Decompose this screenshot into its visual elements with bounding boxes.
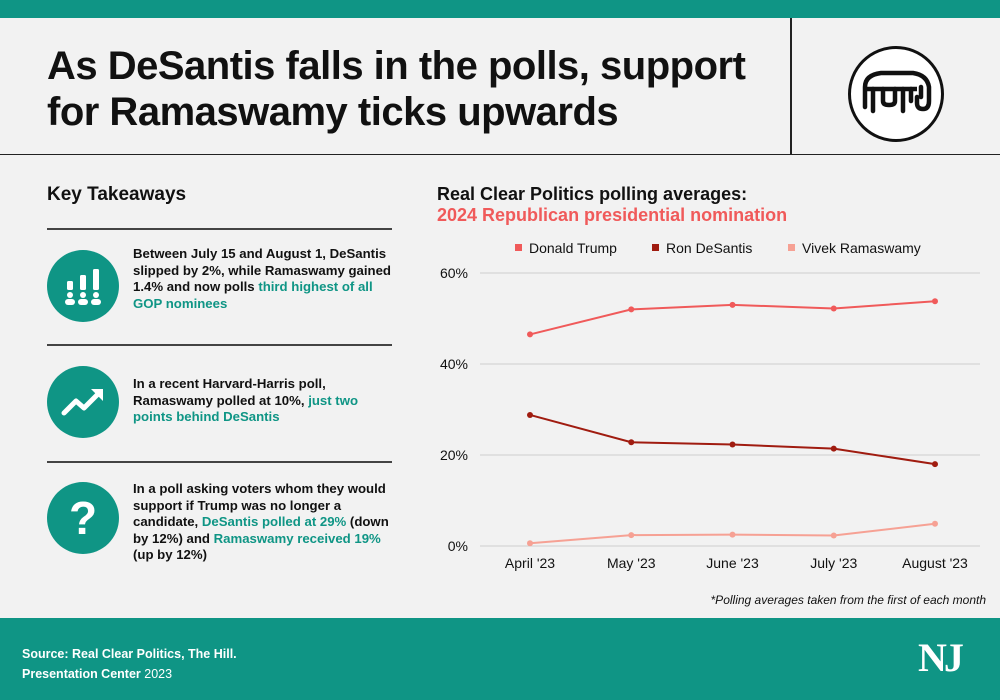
page-title: As DeSantis falls in the polls, support … [47, 44, 746, 134]
takeaway-1-highlight: third highest of all GOP nominees [133, 279, 373, 311]
data-point [729, 301, 736, 308]
source-label: Source: Real Clear Politics, The Hill. [22, 647, 237, 661]
takeaway-3-highlight-1: DeSantis polled at 29% [201, 514, 347, 530]
legend-swatch [788, 244, 795, 251]
legend-label: Donald Trump [529, 240, 617, 256]
y-tick-label: 60% [440, 265, 468, 281]
footer-year: 2023 [144, 667, 173, 681]
top-accent-bar [0, 0, 1000, 18]
x-tick-label: May '23 [607, 555, 656, 571]
series-line [529, 413, 936, 466]
legend-label: Ron DeSantis [666, 240, 752, 256]
y-tick-label: 0% [448, 538, 468, 554]
footnote: *Polling averages taken from the first o… [710, 593, 986, 607]
data-point [932, 461, 938, 468]
data-point [527, 540, 533, 547]
poll-people-icon [47, 250, 119, 322]
chart-title: Real Clear Politics polling averages: [437, 184, 748, 204]
data-point [830, 532, 837, 539]
data-point [628, 532, 635, 539]
x-tick-label: June '23 [706, 555, 759, 571]
polling-line-chart: 0% 20% 40% 60% April '23 May '23 June '23 July … [440, 240, 980, 571]
trend-up-icon [47, 366, 119, 438]
y-tick-label: 40% [440, 356, 468, 372]
data-point [628, 306, 635, 313]
x-tick-label: August '23 [902, 555, 968, 571]
data-point [932, 298, 938, 305]
data-point [527, 331, 533, 338]
data-point [932, 520, 938, 527]
gop-elephant-icon [848, 46, 944, 142]
x-tick-label: April '23 [505, 555, 555, 571]
header: As DeSantis falls in the polls, support … [0, 18, 1000, 155]
nj-logo: NJ [918, 635, 964, 680]
question-mark-icon: ? [47, 482, 119, 554]
legend-swatch [652, 244, 659, 251]
source-text: Source: Real Clear Politics, The Hill. P… [22, 644, 237, 684]
takeaway-1-text: Between July 15 and August 1, DeSantis s… [133, 246, 391, 311]
data-point [628, 439, 635, 446]
data-point [830, 445, 837, 452]
divider [47, 228, 392, 230]
data-point [729, 441, 736, 448]
header-divider [790, 18, 792, 155]
takeaway-3-highlight-2: Ramaswamy received 19% [213, 530, 381, 546]
takeaway-3-text: In a poll asking voters whom they would … [133, 481, 389, 563]
svg-text:?: ? [69, 492, 97, 544]
data-point [729, 531, 736, 538]
takeaway-2-text: In a recent Harvard-Harris poll, Ramaswa… [133, 376, 359, 425]
x-tick-label: July '23 [810, 555, 857, 571]
chart-subtitle: 2024 Republican presidential nomination [437, 205, 788, 225]
legend-swatch [515, 244, 522, 251]
center-label: Presentation Center [22, 667, 141, 681]
footer: Source: Real Clear Politics, The Hill. P… [0, 618, 1000, 700]
data-point [527, 411, 533, 418]
takeaways-title: Key Takeaways [47, 184, 187, 205]
y-tick-label: 20% [440, 447, 468, 463]
takeaway-2-highlight: just two points behind DeSantis [133, 392, 359, 425]
data-point [830, 305, 837, 312]
divider [47, 461, 392, 463]
legend-label: Vivek Ramaswamy [802, 240, 921, 256]
divider [47, 344, 392, 346]
